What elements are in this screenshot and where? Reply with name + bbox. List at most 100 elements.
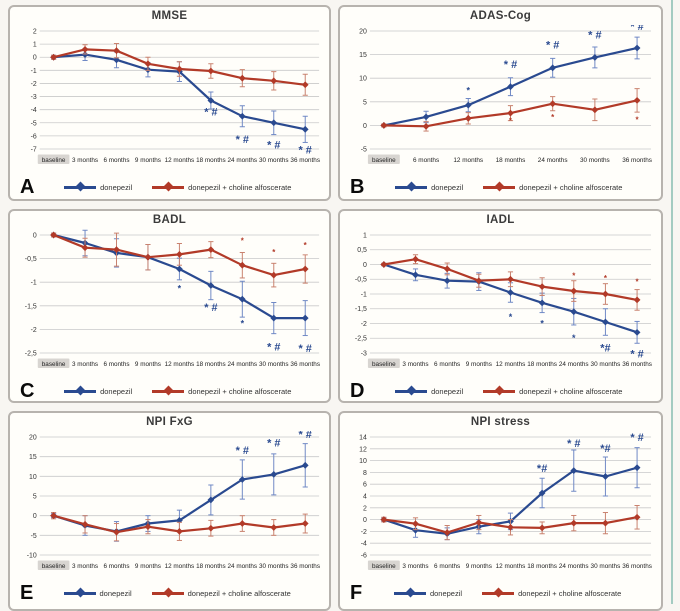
diamond-marker-icon [301,314,309,322]
x-tick-label: 24 months [228,563,258,570]
significance-mark: * [572,333,576,343]
significance-mark: * # [204,106,217,118]
legend-line-marker-blue-icon [393,587,426,598]
chart-plot-iadl: 1 0,5 0 -0,5 -1 -1,5 -2 -2,5 -3 * * * *# * # * * * baseli… [355,232,652,368]
diamond-marker-icon [144,60,152,68]
significance-mark: * # [567,438,580,450]
x-tick-label: 36 months [290,361,320,368]
y-axis-tick-labels: 14 12 10 8 6 4 2 0 -2 -4 -6 [359,434,367,559]
diamond-marker-icon [507,83,514,91]
y-tick-label: -1 [31,68,37,75]
legend-item-donepezil: donepezil [395,181,463,192]
x-tick-label: 12 months [496,563,526,570]
diamond-marker-icon [538,524,546,532]
y-tick-label: 15 [29,454,37,461]
panel-letter-b: B [350,176,365,198]
gridlines [39,234,320,354]
gridlines [369,436,652,556]
x-tick-label: 30 months [580,157,610,164]
significance-mark: * # [236,134,249,146]
diamond-marker-icon [507,275,514,283]
baseline-label-highlight [37,358,70,368]
diamond-marker-icon [570,287,578,295]
x-tick-label: 9 months [466,563,492,570]
legend-item-combination: donepezil + choline alfoscerate [483,181,622,192]
panel-npi-stress: NPI stress 14 12 10 8 6 4 2 0 -2 -4 -6 *# * # *# * # ba… [338,411,663,611]
chart-legend: donepezil donepezil + choline alfoscerat… [33,587,321,598]
diamond-marker-icon [549,64,557,72]
diamond-marker-icon [570,519,578,527]
x-tick-label: 6 months [434,563,460,570]
significance-mark: * [540,318,544,328]
y-tick-label: 5 [33,493,37,500]
significance-mark: * # [267,341,280,353]
y-tick-label: -3 [361,350,367,357]
x-tick-label: 3 months [72,563,98,570]
y-tick-label: -2 [31,81,37,88]
diamond-marker-icon [602,519,609,527]
page-edge-rule [671,0,673,604]
y-tick-label: 20 [359,28,367,35]
diamond-marker-icon [602,318,609,326]
diamond-marker-icon [270,470,278,478]
panel-iadl: IADL 1 0,5 0 -0,5 -1 -1,5 -2 -2,5 -3 * * * *# * # * * * b… [338,209,663,403]
diamond-marker-icon [144,523,152,531]
y-tick-label: 0 [33,513,37,520]
y-tick-label: 20 [29,434,37,441]
diamond-marker-icon [602,473,609,480]
diamond-marker-icon [238,295,246,303]
x-tick-label: 36 months [622,157,652,164]
y-tick-label: 10 [29,474,37,481]
significance-mark: * [304,241,308,250]
legend-item-donepezil: donepezil [63,587,132,598]
legend-line-marker-blue-icon [64,181,97,192]
x-tick-label: baseline [42,361,66,368]
diamond-marker-icon [538,283,546,291]
significance-mark: * [241,237,245,246]
x-tick-label: baseline [42,563,66,570]
x-tick-label: 36 months [290,563,320,570]
diamond-marker-icon [238,476,246,483]
significance-mark: * [241,319,245,329]
diamond-marker-icon [176,250,183,258]
diamond-marker-icon [412,255,419,263]
chart-plot-badl: 0 -0,5 -1 -1,5 -2 -2,5 * * # * * # * # * * * baseline 3… [25,229,320,368]
x-tick-label: 12 months [165,157,195,164]
y-tick-label: 5 [363,99,367,106]
chart-plot-npi-fxg: 20 15 10 5 0 -5 -10 * # * # * # baseline 3 months 6 … [27,431,320,570]
series-donepezil-choline-alfoscerate [50,512,309,542]
y-tick-label: -5 [361,146,367,153]
x-tick-label: 36 months [622,563,652,570]
significance-mark: * [509,117,513,126]
y-tick-label: 15 [359,52,367,59]
y-tick-label: -3 [31,94,37,101]
significance-annotations: * # * # * # [236,431,312,457]
y-tick-label: 6 [363,482,367,489]
significance-annotations: *# * # *# * # [537,432,644,475]
legend-line-marker-red-icon [152,181,185,192]
significance-mark: * [272,248,276,257]
chart-title-mmse: MMSE [151,10,188,22]
x-tick-label: baseline [372,157,396,164]
x-axis-labels: baseline 3 months 6 months 9 months 12 month… [37,154,320,164]
significance-mark: *# [537,463,547,475]
panel-letter-e: E [20,582,34,604]
x-tick-label: 6 months [103,361,129,368]
significance-mark: * # [299,343,312,355]
significance-mark: * # [630,25,643,33]
diamond-marker-icon [570,308,578,316]
diamond-marker-icon [412,271,419,279]
diamond-marker-icon [422,122,430,130]
diamond-marker-icon [207,246,215,254]
y-axis-tick-labels: 20 15 10 5 0 -5 -10 [27,434,37,559]
panel-letter-d: D [350,380,365,402]
significance-mark: * # [504,59,517,71]
panel-letter-f: F [350,582,363,604]
x-tick-label: 18 months [196,563,226,570]
y-tick-label: 0 [363,262,367,269]
legend-item-combination: donepezil + choline alfoscerate [152,385,291,396]
significance-mark: * # [299,431,312,441]
diamond-marker-icon [238,520,246,527]
legend-line-marker-red-icon [151,587,184,598]
diamond-marker-icon [412,520,419,528]
